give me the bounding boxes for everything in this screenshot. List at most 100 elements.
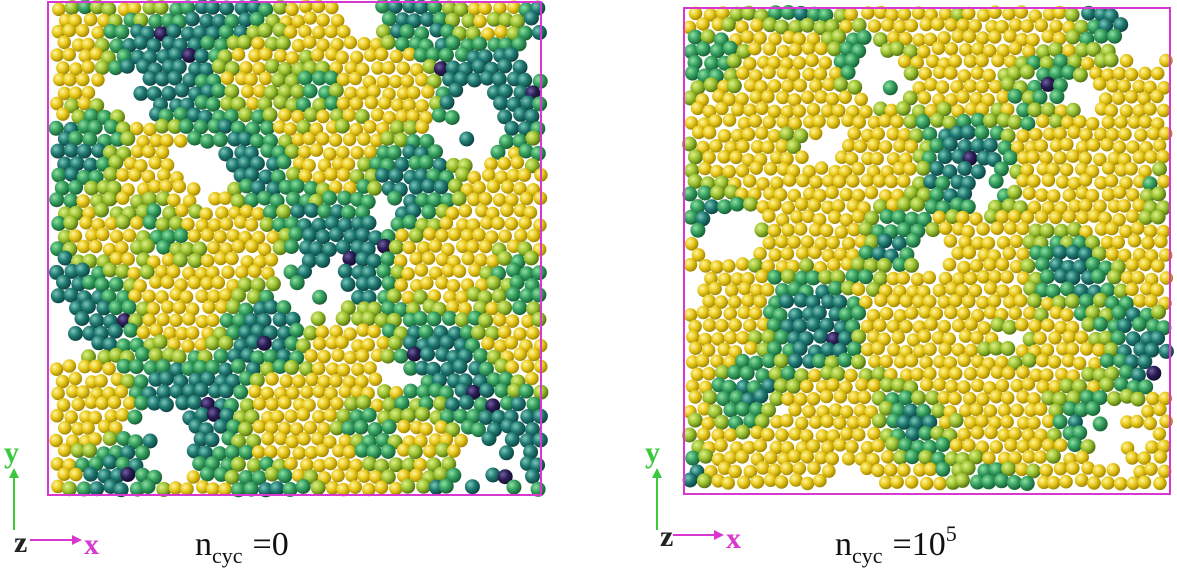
particle [316, 13, 330, 27]
particle [54, 180, 70, 196]
particle [208, 191, 222, 206]
particle [1143, 416, 1157, 431]
particle [386, 145, 402, 161]
particle [355, 62, 370, 77]
particle [995, 378, 1010, 393]
particle [701, 343, 716, 358]
particle [272, 312, 288, 328]
particle [811, 305, 827, 321]
particle [1153, 476, 1167, 491]
particle [1033, 450, 1048, 464]
particle [957, 260, 971, 275]
particle [400, 478, 416, 494]
particle [832, 416, 847, 430]
particle [82, 325, 98, 341]
particle [83, 12, 98, 27]
particle [956, 210, 970, 225]
particle [714, 295, 728, 309]
particle [964, 343, 978, 358]
particle [284, 144, 300, 159]
particle [891, 377, 907, 393]
particle [225, 251, 239, 266]
particle [422, 59, 438, 74]
particle [716, 391, 732, 407]
particle [1019, 476, 1035, 491]
particle [218, 146, 234, 162]
particle [898, 390, 914, 406]
particle [1119, 104, 1134, 118]
particle [273, 94, 289, 110]
particle [814, 41, 829, 56]
particle [194, 94, 210, 110]
particle [704, 55, 720, 71]
particle [139, 238, 155, 254]
particle [277, 468, 293, 484]
particle [851, 17, 867, 33]
particle [467, 2, 482, 16]
particle [1010, 378, 1024, 393]
particle [297, 432, 311, 446]
particle [206, 313, 220, 328]
particle [911, 390, 926, 406]
particle [169, 313, 183, 328]
particle [1002, 150, 1018, 166]
particle [303, 107, 319, 123]
particle [1027, 416, 1041, 430]
particle [156, 312, 170, 327]
particle [381, 11, 397, 27]
particle [813, 67, 828, 81]
particle [277, 325, 293, 341]
particle [792, 32, 806, 46]
particle [181, 47, 197, 63]
particle [919, 17, 933, 32]
particle [1066, 461, 1080, 476]
particle [893, 139, 907, 153]
particle [1092, 343, 1106, 357]
particle [459, 394, 474, 410]
particle [958, 235, 972, 250]
particle [154, 118, 170, 134]
particle [519, 288, 535, 303]
particle [1019, 64, 1035, 80]
particle [970, 138, 986, 154]
particle [324, 95, 340, 111]
particle [1046, 189, 1061, 203]
particle [1016, 390, 1030, 404]
particle [708, 306, 722, 320]
particle [1133, 341, 1149, 357]
particle [160, 300, 175, 314]
particle [698, 259, 713, 273]
particle [781, 223, 795, 237]
particle [903, 113, 919, 129]
particle [1020, 116, 1036, 132]
particle [893, 354, 908, 369]
particle [1021, 377, 1036, 391]
particle [470, 325, 486, 341]
particle [159, 370, 174, 386]
particle [65, 384, 80, 399]
particle [1124, 162, 1138, 176]
particle [79, 215, 93, 230]
particle [331, 348, 345, 363]
particle [259, 120, 275, 136]
particle [122, 228, 137, 243]
particle [847, 126, 861, 141]
particle [406, 203, 422, 219]
particle [831, 103, 846, 118]
particle [454, 46, 470, 62]
particle [421, 85, 435, 99]
particle [1000, 76, 1016, 92]
particle [827, 41, 842, 57]
particle [896, 222, 912, 238]
particle [1094, 222, 1109, 236]
particle [787, 93, 802, 107]
particle [806, 439, 821, 453]
particle [81, 274, 97, 290]
particle [1079, 128, 1093, 142]
particle [355, 374, 369, 389]
particle [1132, 198, 1146, 212]
particle [683, 308, 698, 322]
particle [1010, 140, 1025, 155]
particle [826, 378, 840, 392]
